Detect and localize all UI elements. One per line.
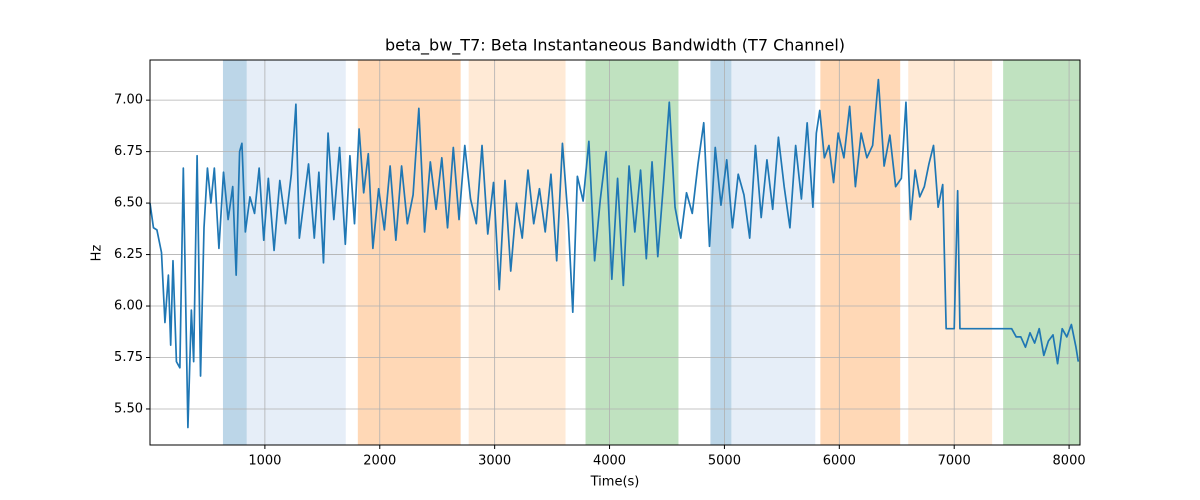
x-tick-label: 4000 — [593, 454, 626, 469]
chart-title: beta_bw_T7: Beta Instantaneous Bandwidth… — [385, 36, 845, 56]
shaded-span — [1003, 60, 1080, 445]
shaded-span — [710, 60, 732, 445]
y-tick-label: 6.75 — [114, 144, 143, 159]
shaded-span — [468, 60, 566, 445]
y-tick-label: 6.00 — [114, 299, 143, 314]
plot-frame — [149, 59, 1081, 446]
y-tick-label: 5.50 — [114, 401, 143, 416]
x-tick-label: 1000 — [248, 454, 281, 469]
x-tick-label: 2000 — [363, 454, 396, 469]
x-tick-label: 7000 — [938, 454, 971, 469]
y-tick-label: 5.75 — [114, 350, 143, 365]
shaded-span — [820, 60, 901, 445]
y-tick-label: 7.00 — [114, 93, 143, 108]
x-tick-label: 6000 — [823, 454, 856, 469]
shaded-span — [908, 60, 993, 445]
y-tick-label: 6.25 — [114, 247, 143, 262]
shaded-span — [731, 60, 816, 445]
x-axis-label: Time(s) — [590, 475, 640, 490]
data-line — [149, 78, 1080, 429]
y-axis-label: Hz — [90, 245, 105, 262]
shaded-span — [585, 60, 679, 445]
x-tick-label: 8000 — [1053, 454, 1086, 469]
shaded-span — [357, 60, 461, 445]
x-tick-label: 5000 — [708, 454, 741, 469]
x-tick-label: 3000 — [478, 454, 511, 469]
y-tick-label: 6.50 — [114, 196, 143, 211]
